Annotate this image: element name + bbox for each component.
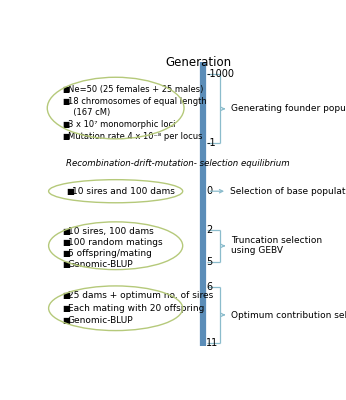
Text: 100 random matings: 100 random matings [68, 238, 163, 247]
Text: 18 chromosomes of equal length: 18 chromosomes of equal length [68, 97, 207, 106]
Text: 0: 0 [206, 186, 212, 196]
Text: Generating founder population: Generating founder population [231, 104, 346, 114]
Text: ■: ■ [62, 120, 69, 129]
Text: Generation: Generation [166, 56, 232, 69]
Text: -1: -1 [206, 138, 216, 148]
Text: -1000: -1000 [206, 69, 234, 79]
Text: Ne=50 (25 females + 25 males): Ne=50 (25 females + 25 males) [68, 85, 203, 94]
Text: 5 offspring/mating: 5 offspring/mating [68, 249, 152, 258]
Text: 2: 2 [206, 225, 212, 235]
Text: 3 x 10⁷ monomorphic loci: 3 x 10⁷ monomorphic loci [68, 120, 175, 129]
Text: (167 cM): (167 cM) [68, 108, 110, 118]
Text: 25 dams + optimum no. of sires: 25 dams + optimum no. of sires [68, 292, 213, 300]
Text: 6: 6 [206, 282, 212, 292]
Text: Each mating with 20 offspring: Each mating with 20 offspring [68, 304, 204, 313]
Text: Optimum contribution selection: Optimum contribution selection [231, 310, 346, 320]
Text: ■: ■ [62, 97, 69, 106]
Text: 10 sires and 100 dams: 10 sires and 100 dams [72, 187, 175, 196]
Text: Genomic-BLUP: Genomic-BLUP [68, 316, 134, 325]
Text: Truncation selection
using GEBV: Truncation selection using GEBV [231, 236, 322, 256]
Text: ■: ■ [62, 227, 70, 236]
Text: 10 sires, 100 dams: 10 sires, 100 dams [68, 227, 154, 236]
Text: ■: ■ [62, 260, 70, 269]
Text: ■: ■ [62, 238, 70, 247]
Text: 11: 11 [206, 338, 218, 348]
Text: ■: ■ [62, 316, 70, 325]
Text: ■: ■ [62, 85, 69, 94]
Text: ■: ■ [62, 249, 70, 258]
Text: ■: ■ [62, 132, 69, 141]
Text: 5: 5 [206, 257, 212, 267]
Text: ■: ■ [62, 292, 70, 300]
Text: Selection of base population: Selection of base population [230, 187, 346, 196]
Text: Recombination-drift-mutation- selection equilibrium: Recombination-drift-mutation- selection … [65, 159, 289, 168]
Text: ■: ■ [62, 304, 70, 313]
Text: Mutation rate 4 x 10⁻⁸ per locus: Mutation rate 4 x 10⁻⁸ per locus [68, 132, 202, 141]
Text: ■: ■ [66, 187, 74, 196]
Text: Genomic-BLUP: Genomic-BLUP [68, 260, 134, 269]
